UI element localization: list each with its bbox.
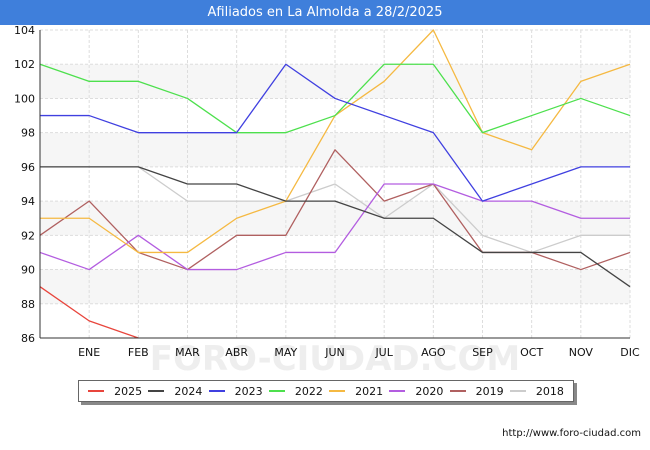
x-tick-label: JUL [374, 346, 393, 359]
legend-swatch [509, 390, 526, 392]
legend-label: 2020 [415, 384, 444, 398]
y-tick-labels: 86 88 90 92 94 96 98 100 102 104 [14, 24, 35, 345]
legend-swatch [389, 390, 406, 392]
legend-item-2019: 2019 [449, 384, 504, 398]
legend-item-2018: 2018 [509, 384, 564, 398]
x-tick-label: FEB [128, 346, 149, 359]
legend-label: 2022 [294, 384, 323, 398]
x-tick-label: AGO [421, 346, 446, 359]
legend-item-2021: 2021 [329, 385, 383, 398]
series-line-2022 [39, 63, 631, 134]
legend-swatch [88, 390, 105, 392]
y-tick-label: 104 [14, 24, 35, 37]
y-tick-label: 100 [14, 92, 35, 105]
series-line-2024 [40, 166, 631, 288]
series-lines [39, 29, 631, 339]
y-tick-label: 102 [14, 58, 35, 71]
x-tick-label: MAR [175, 346, 200, 359]
x-tick-labels: ENE FEB MAR ABR MAY JUN JUL AGO SEP OCT NOV DIC [78, 346, 640, 359]
y-tick-label: 94 [21, 195, 35, 208]
legend-swatch [148, 390, 165, 392]
x-tick-label: NOV [569, 346, 594, 359]
series-line-2025 [39, 286, 139, 339]
legend-item-2020: 2020 [389, 385, 443, 398]
x-tick-label: DIC [620, 346, 640, 359]
legend-item-2022: 2022 [268, 384, 323, 398]
y-tick-label: 88 [21, 298, 35, 311]
legend-swatch [268, 390, 285, 392]
watermark: FORO-CIUDAD.COM [150, 339, 521, 379]
x-tick-label: JUN [324, 346, 345, 359]
legend-item-2023: 2023 [208, 384, 263, 398]
axes [39, 30, 630, 339]
chart-title: Afiliados en La Almolda a 28/2/2025 [0, 0, 650, 25]
legend-item-2025: 2025 [88, 385, 142, 398]
x-tick-label: MAY [274, 346, 297, 359]
x-tick-label: ENE [78, 346, 100, 359]
legend-label: 2018 [535, 384, 564, 398]
y-tick-label: 86 [21, 332, 35, 345]
legend-item-2024: 2024 [148, 385, 202, 398]
legend: 2025 2024 2023 2022 2021 2020 2019 2018 [78, 380, 574, 402]
series-line-2020 [39, 183, 630, 271]
legend-swatch [449, 390, 466, 392]
source-link[interactable]: http://www.foro-ciudad.com [502, 428, 641, 439]
y-tick-label: 98 [21, 127, 35, 140]
series-line-2023 [40, 63, 630, 202]
legend-label: 2019 [475, 384, 504, 398]
legend-swatch [208, 390, 225, 392]
legend-swatch [329, 390, 346, 392]
x-tick-label: OCT [520, 346, 543, 359]
legend-label: 2023 [234, 384, 263, 398]
x-tick-label: SEP [472, 346, 493, 359]
x-tick-label: ABR [225, 346, 248, 359]
y-tick-label: 96 [21, 161, 35, 174]
y-tick-label: 90 [21, 264, 35, 277]
legend-label: 2024 [174, 384, 203, 398]
legend-label: 2021 [355, 384, 384, 398]
y-tick-label: 92 [21, 229, 35, 242]
legend-label: 2025 [114, 384, 143, 398]
